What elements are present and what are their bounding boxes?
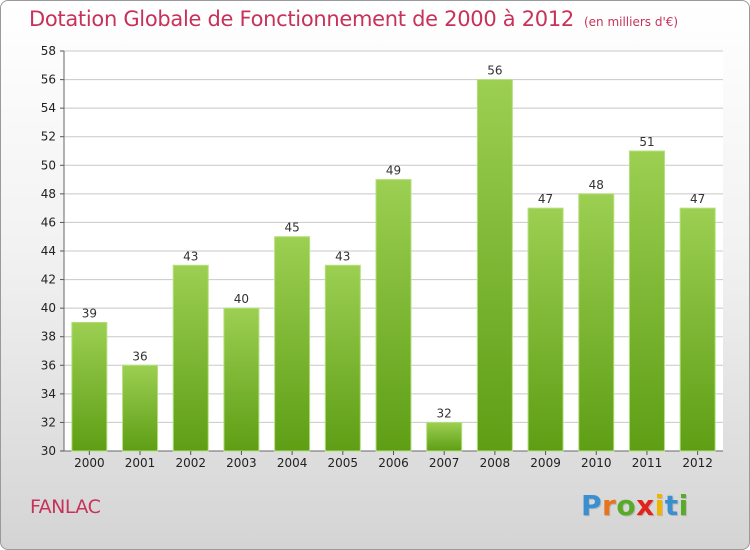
- y-tick-label: 30: [41, 444, 56, 458]
- bar: [476, 79, 513, 452]
- y-tick-label: 32: [41, 415, 56, 429]
- x-tick-label: 2000: [74, 456, 105, 470]
- data-label: 32: [437, 406, 452, 420]
- y-tick-label: 42: [41, 273, 56, 287]
- logo-letter: i: [654, 489, 665, 522]
- bar: [426, 421, 463, 452]
- bar: [679, 207, 716, 452]
- y-tick-label: 44: [41, 244, 56, 258]
- x-tick-label: 2009: [530, 456, 561, 470]
- data-label: 39: [82, 306, 97, 320]
- logo-letter: r: [602, 489, 617, 522]
- y-tick-label: 50: [41, 158, 56, 172]
- logo-letter: t: [664, 489, 679, 522]
- x-tick-label: 2012: [682, 456, 713, 470]
- x-tick-label: 2006: [378, 456, 409, 470]
- y-tick-label: 36: [41, 358, 56, 372]
- bar: [122, 364, 159, 452]
- bar: [375, 179, 412, 452]
- y-tick-label: 48: [41, 187, 56, 201]
- bar: [274, 236, 311, 452]
- y-tick-label: 38: [41, 330, 56, 344]
- data-label: 56: [487, 64, 502, 78]
- data-label: 47: [690, 192, 705, 206]
- data-label: 43: [183, 249, 198, 263]
- x-tick-label: 2002: [175, 456, 206, 470]
- x-tick-label: 2008: [480, 456, 511, 470]
- data-label: 43: [335, 249, 350, 263]
- chart-title: Dotation Globale de Fonctionnement de 20…: [29, 7, 678, 31]
- logo-letter: i: [678, 489, 689, 522]
- x-tick-label: 2010: [581, 456, 612, 470]
- x-tick-label: 2011: [632, 456, 663, 470]
- bar: [527, 207, 564, 452]
- x-tick-label: 2005: [328, 456, 359, 470]
- logo-letter: x: [636, 489, 655, 522]
- logo-letter: P: [581, 489, 603, 522]
- y-tick-label: 54: [41, 101, 56, 115]
- y-tick-label: 40: [41, 301, 56, 315]
- x-tick-label: 2007: [429, 456, 460, 470]
- proxiti-logo: Proxiti: [581, 489, 689, 522]
- bar: [324, 264, 361, 452]
- y-tick-label: 58: [41, 44, 56, 58]
- data-label: 48: [589, 178, 604, 192]
- bar: [628, 150, 665, 452]
- data-label: 47: [538, 192, 553, 206]
- data-label: 51: [639, 135, 654, 149]
- bar: [223, 307, 260, 452]
- chart-title-text: Dotation Globale de Fonctionnement de 20…: [29, 7, 574, 31]
- x-tick-label: 2003: [226, 456, 257, 470]
- y-tick-label: 34: [41, 387, 56, 401]
- x-tick-label: 2004: [277, 456, 308, 470]
- logo-letter: o: [616, 489, 637, 522]
- y-tick-label: 46: [41, 215, 56, 229]
- x-tick-label: 2001: [125, 456, 156, 470]
- data-label: 45: [284, 221, 299, 235]
- bar: [172, 264, 209, 452]
- commune-name: FANLAC: [30, 496, 101, 518]
- data-label: 40: [234, 292, 249, 306]
- data-label: 49: [386, 164, 401, 178]
- y-tick-label: 56: [41, 73, 56, 87]
- bar: [71, 321, 108, 452]
- bar: [578, 193, 615, 452]
- chart-unit: (en milliers d'€): [583, 15, 679, 29]
- y-tick-label: 52: [41, 130, 56, 144]
- data-label: 36: [132, 349, 147, 363]
